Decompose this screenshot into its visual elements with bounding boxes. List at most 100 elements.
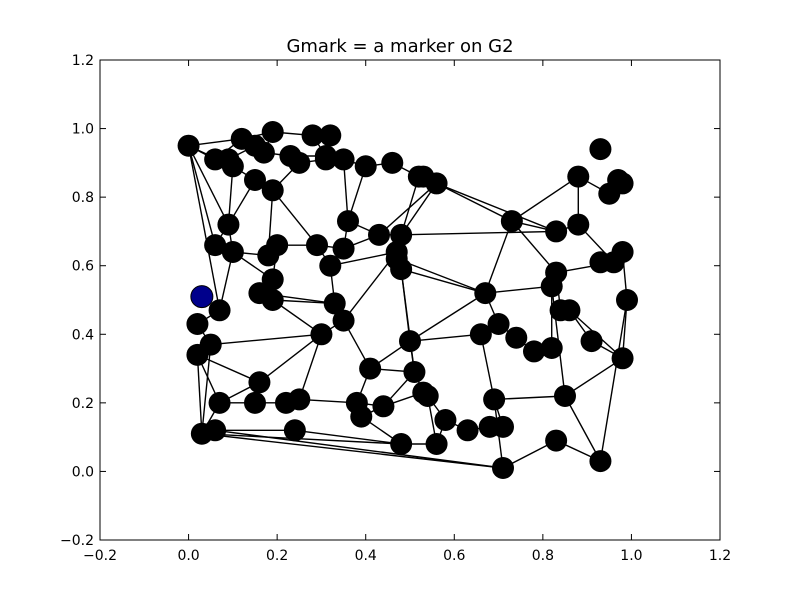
graph-edge (511, 220, 557, 274)
graph-edge (436, 182, 513, 222)
graph-node (487, 313, 510, 335)
graph-node (217, 213, 240, 236)
y-tick-label: 1.0 (72, 122, 94, 138)
graph-node (261, 268, 284, 291)
graph-edge (215, 429, 504, 469)
graph-edge (259, 333, 322, 383)
graph-edge (196, 354, 203, 434)
graph-edge (511, 175, 579, 222)
graph-node (252, 141, 275, 164)
graph-edge (187, 145, 216, 246)
graph-edge (409, 292, 486, 342)
graph-node (319, 254, 342, 277)
graph-node (500, 210, 523, 233)
graph-node (186, 313, 209, 335)
x-tick-label: 0.6 (443, 548, 465, 564)
graph-edge (401, 230, 557, 236)
graph-node (332, 148, 355, 171)
graph-node (261, 179, 284, 202)
graph-node (359, 357, 382, 380)
graph-node (390, 433, 413, 455)
graph-edge (294, 429, 402, 445)
graph-node (505, 326, 528, 349)
graph-edge (378, 182, 438, 236)
graph-node (540, 337, 563, 359)
marked-node (190, 285, 214, 309)
graph-node (483, 388, 506, 411)
graph-node (372, 395, 395, 418)
y-tick-label: 0.0 (72, 464, 94, 480)
nodes-layer (177, 121, 638, 479)
graph-node (567, 165, 590, 188)
graph-node (403, 361, 426, 383)
graph-node (204, 419, 227, 442)
graph-edge (599, 299, 628, 462)
graph-node (602, 251, 625, 274)
y-tick-label: 0.6 (72, 259, 94, 275)
graph-edge (210, 333, 322, 346)
graph-node (337, 210, 359, 233)
x-tick-label: 1.0 (620, 548, 642, 564)
x-tick-label: 1.2 (709, 548, 731, 564)
y-tick-label: 0.2 (72, 396, 94, 412)
graph-node (589, 450, 612, 473)
graph-node (261, 121, 284, 143)
graph-node (567, 213, 590, 236)
graph-node (204, 234, 227, 257)
graph-node (319, 124, 342, 147)
graph-node (332, 237, 355, 260)
graph-node (611, 172, 634, 195)
y-tick-label: 0.4 (72, 327, 94, 343)
graph-node (306, 234, 328, 257)
graph-node (474, 282, 497, 305)
graph-node (221, 155, 244, 178)
graph-edge (396, 258, 486, 294)
graph-node (545, 220, 568, 243)
graph-node (288, 151, 311, 174)
graph-edge (409, 333, 481, 342)
graph-edge (272, 189, 318, 246)
graph-node (589, 138, 612, 161)
graph-node (390, 258, 413, 281)
graph-node (492, 457, 514, 479)
graph-node (390, 223, 413, 246)
graph-edge (494, 395, 566, 401)
graph-node (545, 261, 568, 284)
graph-edge (187, 145, 221, 311)
graph-node (381, 151, 404, 174)
graph-edge (400, 269, 411, 342)
graph-node (368, 223, 390, 246)
graph-node (434, 409, 457, 431)
graph-node (323, 292, 346, 315)
x-tick-label: 0.4 (355, 548, 377, 564)
graph-node (350, 405, 373, 428)
graph-edge (201, 344, 212, 434)
graph-node (611, 347, 634, 370)
graph-edge (480, 334, 495, 400)
graph-node (523, 340, 545, 363)
x-tick-label: 0.2 (266, 548, 288, 564)
graph-node (221, 241, 244, 263)
graph-node (244, 391, 266, 414)
graph-edge (400, 268, 486, 294)
x-axis: −0.2 0.0 0.2 0.4 0.6 0.8 1.0 1.2 (83, 60, 731, 564)
graph-node (177, 134, 200, 157)
graph-node (554, 385, 576, 407)
graph-node (186, 343, 209, 366)
y-axis: −0.2 0.0 0.2 0.4 0.6 0.8 1.0 1.2 (60, 53, 720, 549)
graph-node (416, 385, 439, 407)
graph-node (616, 289, 638, 311)
graph-node (283, 419, 306, 442)
x-tick-label: 0.8 (532, 548, 554, 564)
graph-node (558, 299, 581, 322)
graph-node (301, 124, 324, 147)
graph-edge (485, 285, 552, 294)
graph-node (580, 330, 603, 353)
graph-edge (330, 251, 397, 267)
plot-area (177, 121, 638, 479)
y-tick-label: 0.8 (72, 190, 94, 206)
graph-edge (187, 145, 230, 225)
graph-node (469, 323, 492, 346)
